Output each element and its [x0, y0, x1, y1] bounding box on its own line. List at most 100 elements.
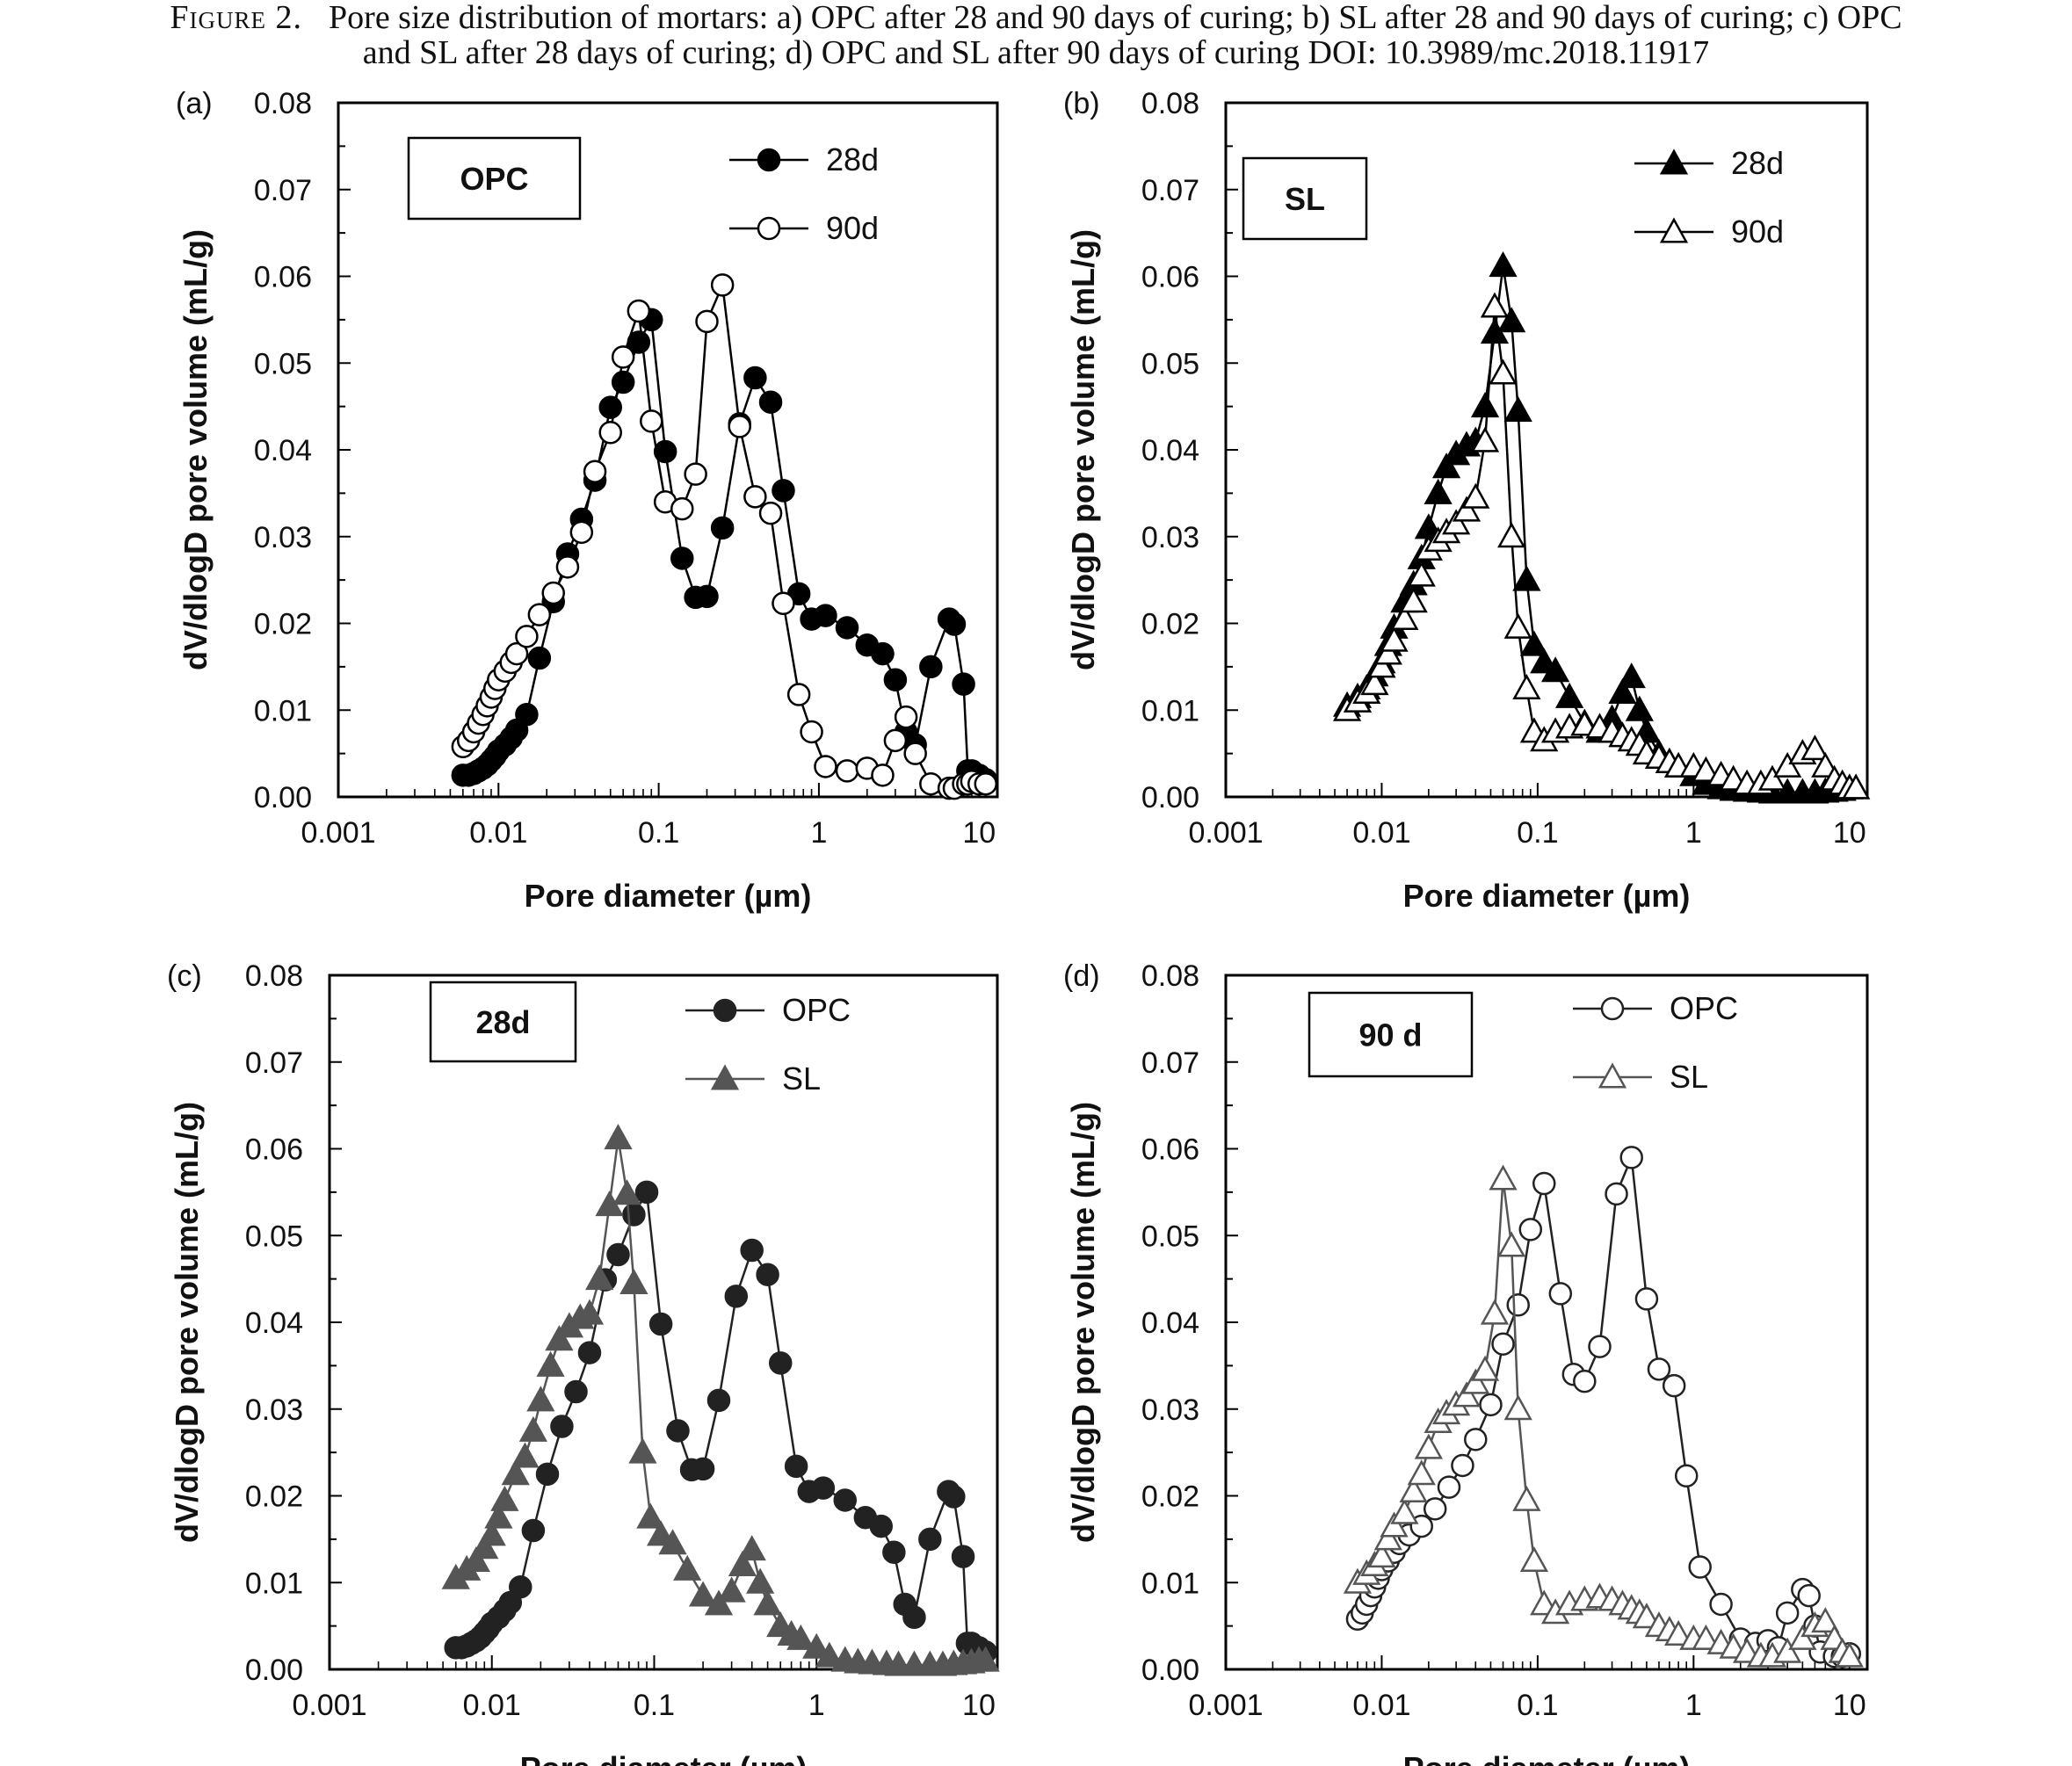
legend-entry: OPC: [685, 992, 851, 1028]
legend-entry: SL: [1573, 1059, 1708, 1095]
data-point: [511, 1442, 540, 1468]
data-point: [758, 501, 783, 525]
plot-frame: [1224, 973, 1869, 1671]
y-axis-label: dV/dlogD pore volume (mL/g): [177, 229, 214, 670]
data-point: [786, 683, 811, 706]
legend-label: 90d: [826, 210, 879, 246]
x-tick-label: 0.01: [469, 816, 527, 850]
data-point: [1619, 1146, 1643, 1169]
y-tick-label: 0.04: [245, 1306, 303, 1340]
data-point: [1452, 496, 1482, 522]
data-point: [1632, 1603, 1662, 1629]
data-point: [670, 496, 694, 521]
data-point: [1489, 251, 1518, 278]
data-point: [1407, 1459, 1436, 1486]
data-point: [536, 1350, 565, 1377]
data-point: [811, 1476, 836, 1500]
legend-label: OPC: [1670, 990, 1738, 1026]
data-point: [800, 720, 823, 744]
data-point: [1512, 673, 1541, 700]
x-tick-label: 0.001: [292, 1689, 366, 1722]
y-axis-label: dV/dlogD pore volume (mL/g): [169, 1102, 205, 1543]
data-point: [1367, 1542, 1396, 1568]
data-point: [1367, 652, 1396, 678]
x-axis-label: Pore diameter (µm): [520, 1750, 808, 1766]
y-tick-label: 0.08: [245, 959, 303, 993]
data-point: [515, 625, 539, 648]
x-tick-label: 0.1: [1517, 1689, 1558, 1722]
data-point: [541, 581, 565, 605]
data-point: [951, 1545, 975, 1568]
data-point: [768, 1351, 793, 1375]
data-point: [1414, 1433, 1443, 1459]
data-point: [1506, 1293, 1530, 1317]
data-point: [1842, 773, 1871, 800]
data-point: [1423, 1497, 1447, 1521]
y-tick-label: 0.08: [1141, 959, 1199, 993]
data-point: [691, 1457, 715, 1481]
data-point: [1811, 1607, 1840, 1633]
caption-line-2: and SL after 28 days of curing; d) OPC a…: [362, 34, 1710, 71]
data-point: [1625, 695, 1654, 721]
data-point: [1497, 1231, 1526, 1257]
data-point: [1573, 1369, 1597, 1393]
data-point: [1431, 452, 1461, 479]
data-point: [724, 1285, 749, 1308]
y-tick-label: 0.06: [1141, 261, 1199, 294]
data-point: [835, 616, 859, 640]
data-point: [1588, 1335, 1612, 1358]
legend-marker: [1597, 1062, 1627, 1089]
data-point: [1380, 1511, 1409, 1538]
x-axis-label: Pore diameter (µm): [525, 878, 812, 914]
y-tick-label: 0.00: [1141, 781, 1199, 814]
data-point: [1532, 1171, 1556, 1196]
data-point: [786, 1624, 815, 1650]
data-point: [1688, 1555, 1712, 1579]
y-tick-label: 0.07: [245, 1046, 303, 1080]
data-point: [640, 409, 663, 433]
data-point: [1503, 395, 1532, 423]
y-tick-label: 0.06: [254, 261, 312, 294]
legend-entry: 90d: [729, 210, 879, 246]
data-point: [622, 1203, 646, 1227]
data-point: [1360, 669, 1389, 696]
series-sl: [1343, 1164, 1864, 1668]
x-axis-label: Pore diameter (µm): [1403, 1750, 1691, 1766]
data-point: [1773, 1637, 1802, 1663]
panel-box-label: OPC: [460, 161, 528, 197]
y-axis-label: dV/dlogD pore volume (mL/g): [1065, 1102, 1101, 1543]
y-tick-label: 0.05: [1141, 1220, 1199, 1253]
data-point: [1634, 1287, 1659, 1311]
data-point: [756, 1263, 779, 1286]
data-point: [1491, 1332, 1515, 1356]
legend-label: OPC: [782, 992, 851, 1028]
data-point: [555, 555, 580, 579]
chart-panel-1: 0.00 0.01 0.02 0.03 0.04 0.05 0.06 0.07 0.08 0.00…: [176, 87, 999, 914]
data-point: [869, 1514, 893, 1538]
panel-label: (d): [1063, 959, 1100, 993]
data-point: [1464, 1428, 1488, 1451]
panel-box-label: 90 d: [1358, 1017, 1422, 1053]
y-tick-label: 0.03: [245, 1393, 303, 1427]
data-point: [882, 1540, 906, 1564]
panel-box-label: SL: [1285, 181, 1325, 217]
y-tick-label: 0.05: [1141, 347, 1199, 380]
series-90d: [451, 273, 998, 800]
legend-label: SL: [782, 1060, 821, 1097]
data-point: [527, 603, 552, 626]
data-point: [1512, 1485, 1541, 1511]
data-point: [461, 1545, 490, 1573]
data-point: [634, 1180, 659, 1205]
data-point: [564, 1379, 588, 1404]
legend-label: SL: [1670, 1059, 1708, 1095]
chart-panel-2: 0.00 0.01 0.02 0.03 0.04 0.05 0.06 0.07 0.08 0.00…: [1063, 87, 1871, 914]
data-point: [971, 1646, 1000, 1672]
legend-marker: [757, 216, 781, 241]
data-point: [648, 1312, 673, 1336]
data-point: [1373, 1524, 1402, 1551]
data-point: [1835, 1641, 1864, 1668]
data-point: [1503, 1394, 1532, 1421]
series-line: [1357, 1156, 1851, 1658]
x-tick-label: 10: [962, 816, 996, 850]
